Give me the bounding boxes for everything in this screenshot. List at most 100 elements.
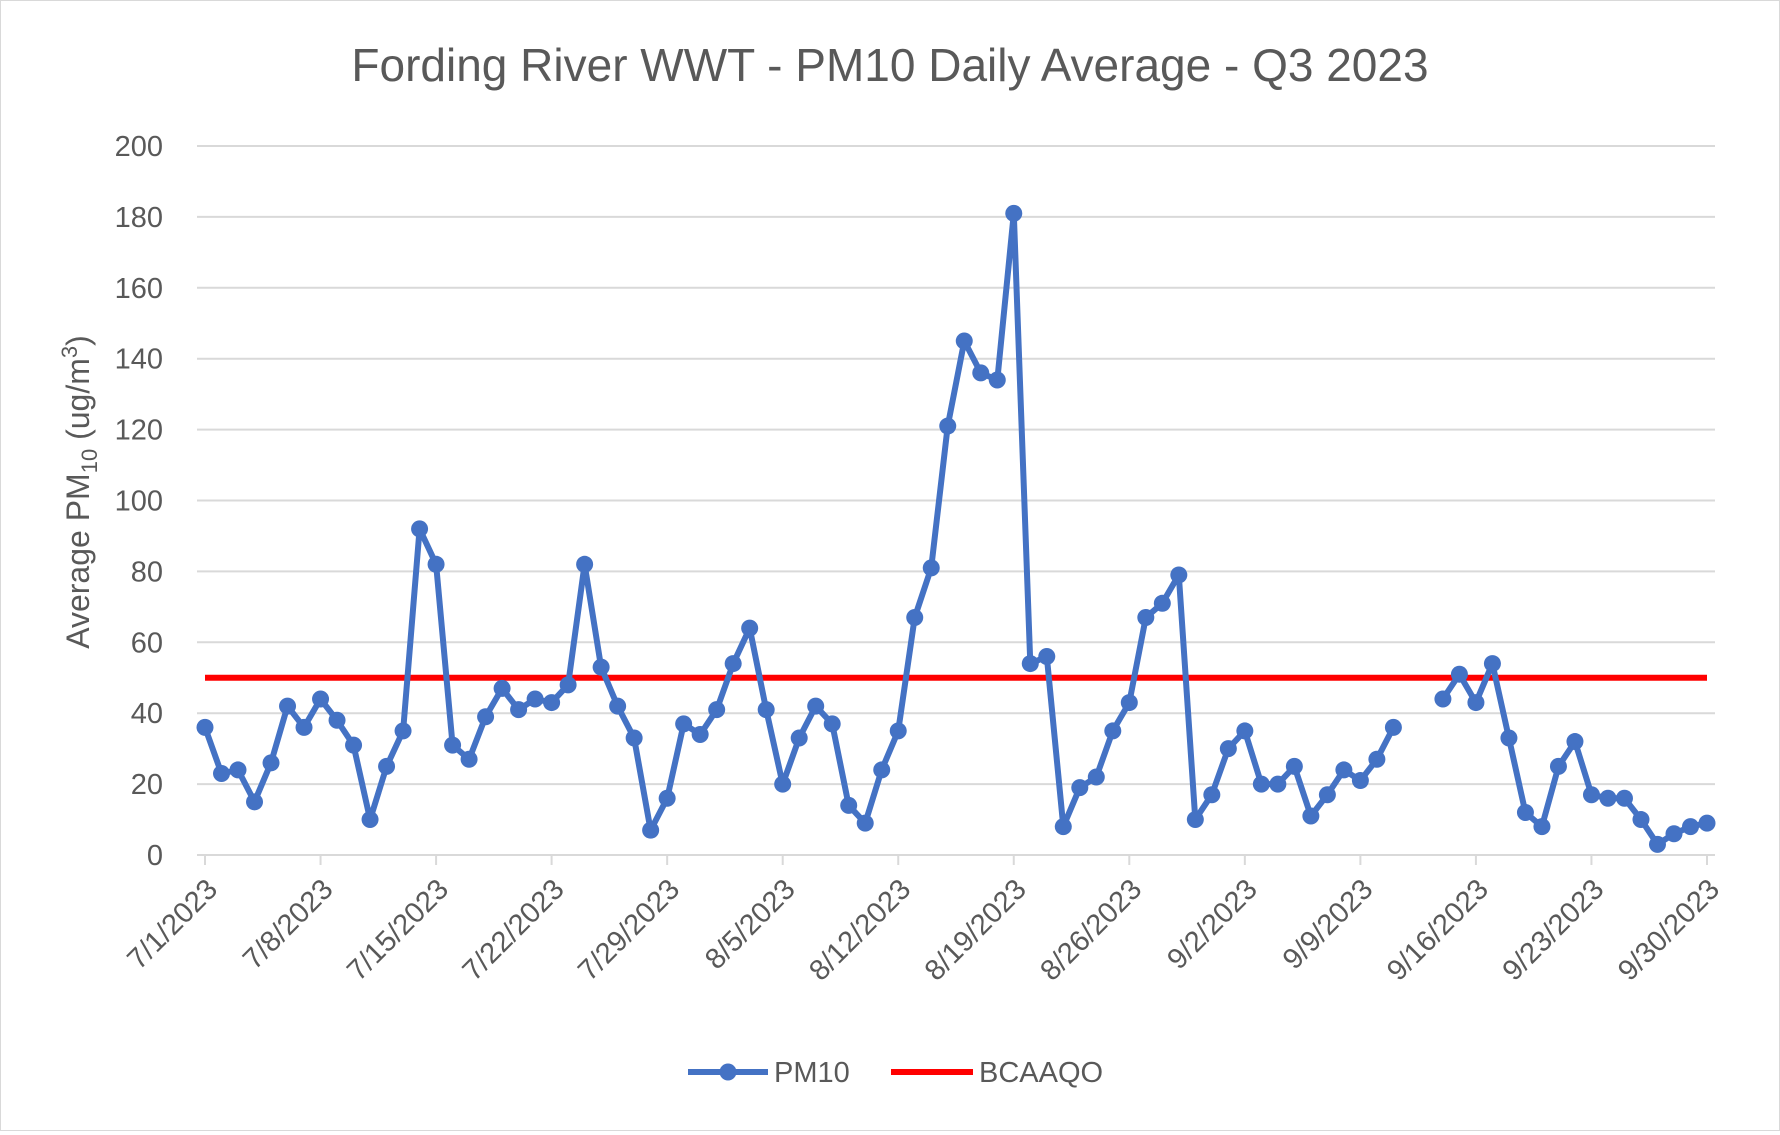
legend-marker-pm10: [719, 1063, 737, 1081]
data-point-pm10: [1467, 694, 1485, 712]
data-point-pm10: [856, 814, 874, 832]
series-layer: [196, 204, 1716, 853]
data-point-pm10: [1368, 750, 1386, 768]
series-line-pm10: [202, 210, 1708, 848]
data-point-pm10: [675, 715, 693, 733]
y-tick-label: 180: [115, 202, 163, 234]
data-point-pm10: [1516, 803, 1534, 821]
data-point-pm10: [510, 701, 528, 719]
x-tick-label: 9/30/2023: [1612, 873, 1726, 987]
data-point-pm10: [1302, 807, 1320, 825]
data-point-pm10: [790, 729, 808, 747]
data-point-pm10: [1252, 775, 1270, 793]
legend-label-pm10: PM10: [774, 1057, 850, 1089]
data-point-pm10: [328, 711, 346, 729]
data-point-pm10: [279, 697, 297, 715]
x-tick-label: 9/23/2023: [1497, 873, 1611, 987]
data-point-pm10: [1351, 772, 1369, 790]
data-point-pm10: [1120, 694, 1138, 712]
data-point-pm10: [1054, 818, 1072, 836]
data-point-pm10: [1533, 818, 1551, 836]
data-point-pm10: [493, 679, 511, 697]
data-point-pm10: [1384, 718, 1402, 736]
y-axis-ticks: 0 20 40 60 80 100 120 140 160 180 200: [115, 131, 163, 872]
x-tick-label: 8/26/2023: [1034, 873, 1148, 987]
data-point-pm10: [1087, 768, 1105, 786]
y-tick-label: 20: [131, 769, 163, 801]
data-point-pm10: [1021, 655, 1039, 673]
data-point-pm10: [1153, 594, 1171, 612]
chart-title: Fording River WWT - PM10 Daily Average -…: [351, 39, 1428, 91]
y-axis-label: Average PM10 (ug/m3): [57, 335, 102, 649]
data-point-pm10: [378, 757, 396, 775]
data-point-pm10: [1615, 789, 1633, 807]
y-axis-label-subscript: 10: [77, 449, 102, 473]
y-tick-label: 100: [115, 486, 163, 518]
data-point-pm10: [1500, 729, 1518, 747]
x-tick-label: 7/29/2023: [572, 873, 686, 987]
data-point-pm10: [312, 690, 330, 708]
data-point-pm10: [988, 371, 1006, 389]
data-point-pm10: [1632, 811, 1650, 829]
data-point-pm10: [361, 811, 379, 829]
data-point-pm10: [972, 364, 990, 382]
legend: PM10 BCAAQO: [688, 1057, 1103, 1089]
x-tick-label: 7/22/2023: [457, 873, 571, 987]
x-tick-label: 9/9/2023: [1277, 873, 1379, 975]
y-tick-label: 160: [115, 273, 163, 305]
data-point-pm10: [1038, 647, 1056, 665]
x-tick-label: 7/1/2023: [121, 873, 223, 975]
data-point-pm10: [873, 761, 891, 779]
data-point-pm10: [1186, 811, 1204, 829]
data-point-pm10: [477, 708, 495, 726]
data-point-pm10: [196, 718, 214, 736]
x-tick-label: 7/8/2023: [237, 873, 339, 975]
x-tick-label: 8/5/2023: [699, 873, 801, 975]
data-point-pm10: [922, 559, 940, 577]
data-point-pm10: [1483, 655, 1501, 673]
y-tick-label: 0: [147, 840, 163, 872]
data-point-pm10: [1698, 814, 1716, 832]
data-point-pm10: [1549, 757, 1567, 775]
x-tick-label: 7/15/2023: [341, 873, 455, 987]
x-tick-label: 8/12/2023: [803, 873, 917, 987]
data-point-pm10: [642, 821, 660, 839]
data-point-pm10: [906, 608, 924, 626]
data-point-pm10: [1648, 835, 1666, 853]
y-tick-label: 40: [131, 698, 163, 730]
y-tick-label: 120: [115, 415, 163, 447]
data-point-pm10: [1005, 204, 1023, 222]
data-point-pm10: [1170, 566, 1188, 584]
data-point-pm10: [229, 761, 247, 779]
data-point-pm10: [1318, 786, 1336, 804]
data-point-pm10: [1450, 665, 1468, 683]
data-point-pm10: [1566, 733, 1584, 751]
data-point-pm10: [708, 701, 726, 719]
data-point-pm10: [1335, 761, 1353, 779]
y-tick-label: 80: [131, 556, 163, 588]
data-point-pm10: [1434, 690, 1452, 708]
data-point-pm10: [394, 722, 412, 740]
legend-label-bcaaqo: BCAAQO: [979, 1057, 1103, 1089]
data-point-pm10: [246, 793, 264, 811]
y-axis-label-unit: (ug/m: [60, 358, 96, 449]
gridlines: [197, 145, 1715, 856]
data-point-pm10: [543, 694, 561, 712]
data-point-pm10: [592, 658, 610, 676]
data-point-pm10: [1071, 779, 1089, 797]
data-point-pm10: [840, 796, 858, 814]
data-point-pm10: [1285, 757, 1303, 775]
data-point-pm10: [576, 555, 594, 573]
data-point-pm10: [1203, 786, 1221, 804]
data-point-pm10: [691, 725, 709, 743]
data-point-pm10: [774, 775, 792, 793]
data-point-pm10: [807, 697, 825, 715]
data-point-pm10: [262, 754, 280, 772]
data-point-pm10: [1681, 818, 1699, 836]
data-point-pm10: [213, 764, 231, 782]
data-point-pm10: [609, 697, 627, 715]
y-tick-label: 200: [115, 131, 163, 163]
data-point-pm10: [939, 417, 957, 435]
x-axis-ticks: 7/1/2023 7/8/2023 7/15/2023 7/22/2023 7/29/2…: [121, 854, 1726, 987]
